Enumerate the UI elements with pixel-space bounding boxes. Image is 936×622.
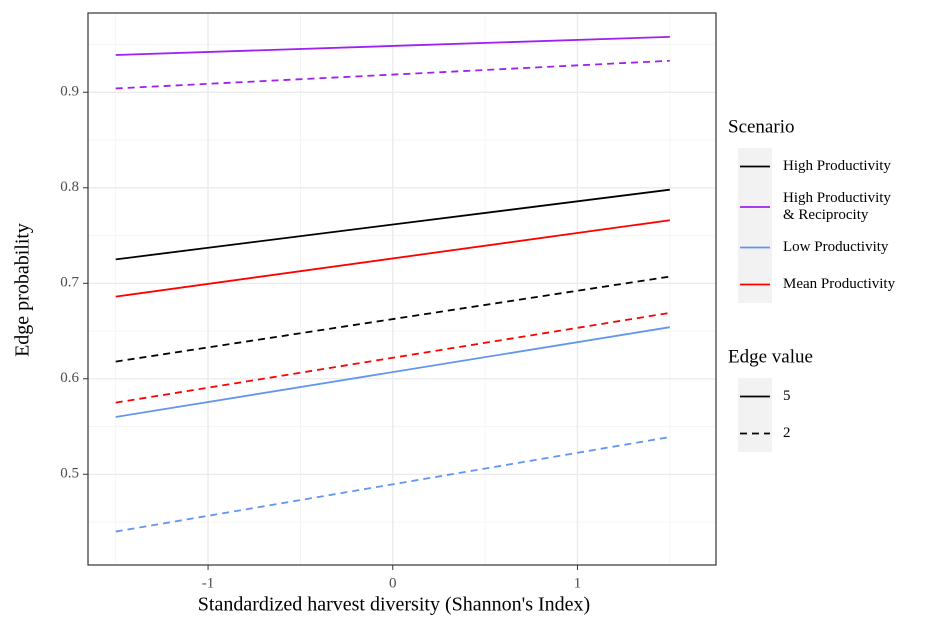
series-line <box>115 275 670 363</box>
legend-label: High Productivity <box>783 190 891 206</box>
y-tick-label: 0.9 <box>60 84 79 100</box>
legend-title: Scenario <box>728 116 794 137</box>
x-tick-label: -1 <box>202 575 215 591</box>
legend-label: & Reciprocity <box>783 207 869 223</box>
y-tick-label: 0.8 <box>60 179 79 195</box>
x-tick-label: 1 <box>574 575 582 591</box>
y-tick-label: 0.6 <box>60 370 79 386</box>
y-tick-label: 0.7 <box>60 275 79 291</box>
plot-border <box>87 12 717 566</box>
legend-label: 2 <box>783 425 791 441</box>
series-line <box>115 326 670 418</box>
y-axis-title: Edge probability <box>12 223 34 357</box>
legend-label: 5 <box>783 388 791 404</box>
legend-key-bg <box>738 148 772 303</box>
series-line <box>115 311 670 404</box>
x-tick-label: 0 <box>389 575 397 591</box>
series-line <box>115 436 670 533</box>
legend-label: High Productivity <box>783 158 891 174</box>
legend-title: Edge value <box>728 346 813 367</box>
legend-label: Low Productivity <box>783 239 889 255</box>
series-line <box>115 59 670 90</box>
legend-key-bg <box>738 378 772 452</box>
series-line <box>115 219 670 298</box>
y-tick-label: 0.5 <box>60 466 79 482</box>
x-axis-title: Standardized harvest diversity (Shannon'… <box>198 594 590 616</box>
series-line <box>115 188 670 261</box>
series-line <box>115 35 670 56</box>
legend-label: Mean Productivity <box>783 276 896 292</box>
